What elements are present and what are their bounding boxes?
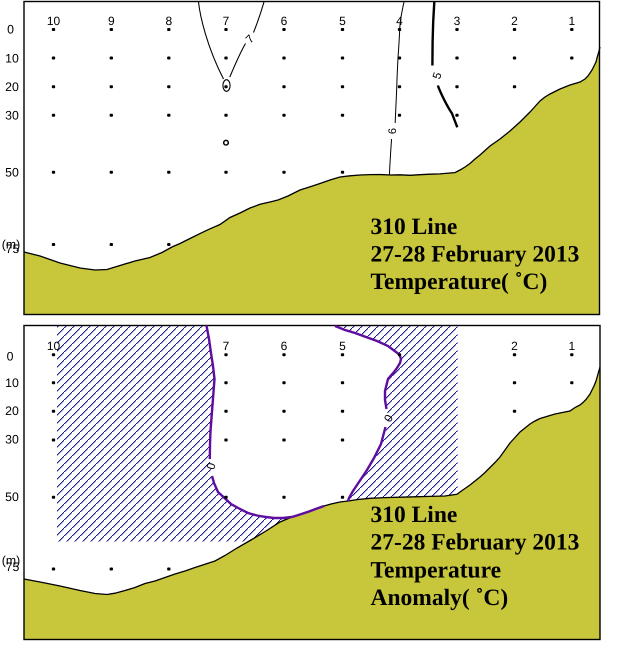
svg-text:27-28 February 2013: 27-28 February 2013	[371, 242, 580, 268]
svg-text:5: 5	[339, 14, 346, 28]
svg-text:7: 7	[223, 339, 230, 353]
svg-text:5: 5	[431, 71, 444, 81]
svg-text:6: 6	[281, 14, 288, 28]
svg-text:27-28 February 2013: 27-28 February 2013	[371, 530, 580, 556]
svg-text:10: 10	[47, 14, 61, 28]
svg-text:7: 7	[244, 33, 257, 46]
svg-text:7: 7	[223, 14, 230, 28]
svg-text:6: 6	[387, 128, 399, 134]
svg-text:2: 2	[511, 14, 518, 28]
svg-text:5: 5	[339, 339, 346, 353]
svg-text:50: 50	[5, 490, 19, 504]
svg-text:4: 4	[396, 14, 403, 28]
svg-text:1: 1	[568, 339, 575, 353]
svg-text:310 Line: 310 Line	[371, 502, 458, 528]
svg-text:(m): (m)	[2, 238, 20, 252]
svg-text:6: 6	[281, 339, 288, 353]
svg-text:10: 10	[47, 339, 61, 353]
svg-text:0: 0	[7, 22, 14, 36]
svg-text:30: 30	[5, 109, 19, 123]
svg-text:Temperature: Temperature	[371, 557, 502, 583]
svg-text:3: 3	[454, 14, 461, 28]
svg-text:8: 8	[165, 14, 172, 28]
svg-text:0: 0	[7, 350, 14, 364]
svg-text:0: 0	[205, 462, 218, 471]
svg-text:30: 30	[5, 433, 19, 447]
svg-text:310 Line: 310 Line	[371, 214, 458, 240]
svg-text:Temperature( ˚C): Temperature( ˚C)	[371, 269, 548, 295]
svg-text:10: 10	[5, 52, 19, 66]
svg-text:Anomaly( ˚C): Anomaly( ˚C)	[371, 585, 509, 611]
svg-text:10: 10	[5, 376, 19, 390]
svg-text:20: 20	[5, 80, 19, 94]
svg-text:1: 1	[568, 14, 575, 28]
svg-text:75: 75	[6, 242, 20, 256]
svg-text:0: 0	[383, 413, 397, 425]
svg-text:(m): (m)	[2, 554, 20, 568]
svg-text:20: 20	[5, 404, 19, 418]
svg-text:9: 9	[108, 14, 115, 28]
svg-text:50: 50	[5, 166, 19, 180]
svg-text:2: 2	[511, 339, 518, 353]
svg-text:75: 75	[6, 560, 20, 574]
